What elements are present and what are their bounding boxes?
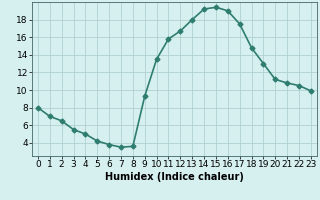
- X-axis label: Humidex (Indice chaleur): Humidex (Indice chaleur): [105, 172, 244, 182]
